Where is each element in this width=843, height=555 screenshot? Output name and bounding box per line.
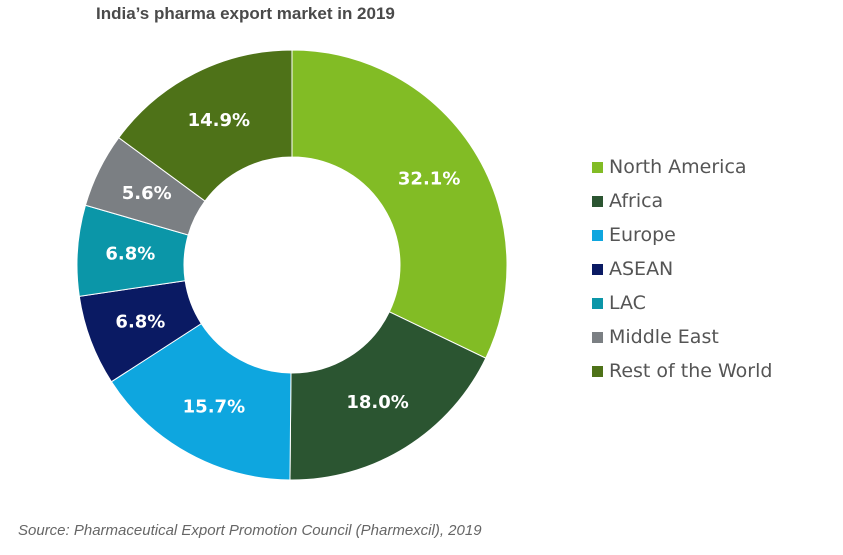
chart-legend: North America Africa Europe ASEAN LAC Middle … <box>592 150 772 388</box>
slice-label-africa: 18.0% <box>346 392 408 413</box>
legend-swatch <box>592 263 603 275</box>
legend-item-lac: LAC <box>592 286 772 320</box>
slice-europe <box>110 322 292 481</box>
slice-label-rest-of-the-world: 14.9% <box>188 110 250 131</box>
legend-label: Rest of the World <box>609 360 773 382</box>
slice-label-north-america: 32.1% <box>398 168 460 189</box>
slice-label-europe: 15.7% <box>183 396 245 417</box>
slice-label-lac: 6.8% <box>105 244 155 265</box>
legend-swatch <box>592 365 603 377</box>
legend-item-middle-east: Middle East <box>592 320 772 354</box>
legend-label: Africa <box>609 190 664 212</box>
donut-slices <box>76 49 508 481</box>
legend-label: North America <box>609 156 747 178</box>
slice-north-america <box>291 49 508 359</box>
legend-item-africa: Africa <box>592 184 772 218</box>
legend-item-rest-of-the-world: Rest of the World <box>592 354 772 388</box>
legend-swatch <box>592 161 603 173</box>
slice-label-middle-east: 5.6% <box>122 183 172 204</box>
legend-swatch <box>592 195 603 207</box>
legend-label: LAC <box>609 292 646 314</box>
legend-label: ASEAN <box>609 258 674 280</box>
legend-item-europe: Europe <box>592 218 772 252</box>
chart-title: India’s pharma export market in 2019 <box>96 4 395 23</box>
legend-item-north-america: North America <box>592 150 772 184</box>
legend-label: Middle East <box>609 326 719 348</box>
slice-rest-of-the-world <box>118 49 293 202</box>
slice-africa <box>289 311 487 481</box>
legend-swatch <box>592 229 603 241</box>
source-note: Source: Pharmaceutical Export Promotion … <box>18 522 482 539</box>
legend-item-asean: ASEAN <box>592 252 772 286</box>
slice-label-asean: 6.8% <box>115 312 165 333</box>
slice-labels: 32.1% 18.0% 15.7% 6.8% 6.8% 5.6% 14.9% <box>105 110 460 417</box>
legend-swatch <box>592 331 603 343</box>
legend-label: Europe <box>609 224 676 246</box>
legend-swatch <box>592 297 603 309</box>
